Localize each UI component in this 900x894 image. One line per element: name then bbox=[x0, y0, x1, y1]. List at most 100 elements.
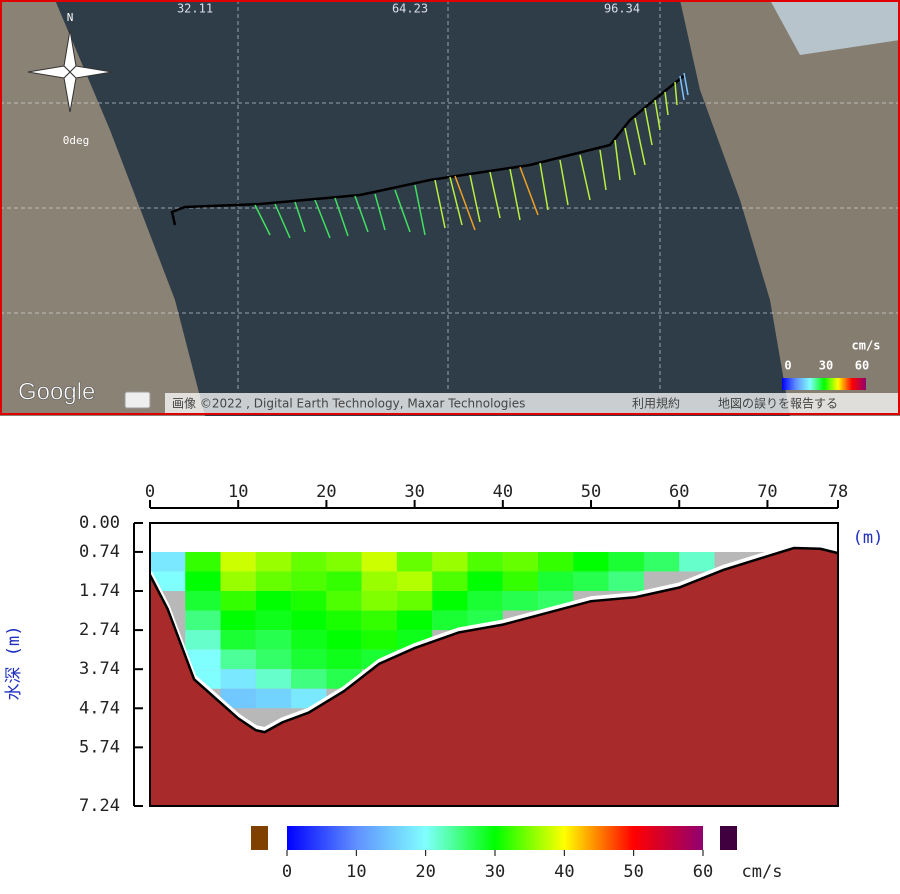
velocity-cell bbox=[291, 669, 327, 689]
x-tick-label: 60 bbox=[669, 482, 689, 502]
velocity-cell bbox=[185, 610, 221, 631]
colorbar-tick-label: 20 bbox=[415, 862, 435, 882]
x-tick-label: 50 bbox=[581, 482, 601, 502]
velocity-cell bbox=[326, 610, 362, 631]
colorbar-unit: cm/s bbox=[742, 862, 783, 882]
velocity-cell bbox=[396, 571, 433, 592]
velocity-cell bbox=[432, 591, 468, 611]
y-tick-label: 4.74 bbox=[79, 698, 120, 718]
velocity-vectors bbox=[254, 184, 426, 239]
velocity-cell bbox=[255, 551, 292, 572]
x-tick-label: 70 bbox=[757, 482, 777, 502]
velocity-cell bbox=[361, 610, 397, 631]
compass-heading: 0deg bbox=[63, 134, 90, 147]
velocity-cell bbox=[255, 630, 292, 650]
velocity-cell bbox=[220, 630, 256, 650]
map-border bbox=[0, 0, 900, 415]
plot-frame bbox=[149, 522, 839, 807]
velocity-cell bbox=[291, 551, 327, 572]
colorbar bbox=[287, 826, 703, 850]
velocity-cell bbox=[538, 551, 574, 572]
attribution: 画像 ©2022 , Digital Earth Technology, Max… bbox=[172, 397, 525, 411]
velocity-cell bbox=[220, 551, 256, 572]
velocity-cell bbox=[291, 610, 327, 631]
compass bbox=[27, 29, 113, 113]
legend-tick: 30 bbox=[819, 359, 833, 373]
velocity-cell bbox=[220, 688, 256, 709]
velocity-cell bbox=[326, 649, 362, 670]
transect bbox=[170, 74, 686, 226]
velocity-cell bbox=[220, 669, 256, 689]
velocity-cell bbox=[396, 551, 433, 572]
velocity-cell bbox=[361, 551, 397, 572]
bed-line bbox=[148, 546, 839, 734]
colorbar-tick-label: 10 bbox=[346, 862, 366, 882]
x-tick-label: 30 bbox=[404, 482, 424, 502]
x-axis-label: (m) bbox=[853, 528, 884, 548]
velocity-cell bbox=[220, 591, 256, 611]
velocity-cell bbox=[502, 571, 539, 592]
bed-highlight bbox=[148, 543, 839, 732]
y-tick-label: 0.00 bbox=[79, 513, 120, 533]
velocity-cell bbox=[150, 551, 186, 572]
x-tick-label: 40 bbox=[493, 482, 513, 502]
y-axis-label: 水深 (m) bbox=[4, 626, 24, 701]
velocity-cell bbox=[185, 649, 221, 670]
velocity-cell bbox=[361, 630, 397, 650]
grid-label: 64.23 bbox=[392, 2, 428, 16]
map-grid bbox=[0, 0, 900, 392]
velocity-cell bbox=[185, 571, 221, 592]
velocity-cell bbox=[679, 551, 715, 572]
terms-link[interactable]: 利用規約 bbox=[632, 396, 680, 411]
velocity-cell bbox=[502, 551, 539, 572]
velocity-cell bbox=[538, 571, 574, 592]
velocity-vectors bbox=[679, 72, 689, 101]
left-bank bbox=[0, 0, 205, 416]
velocity-cell bbox=[432, 610, 468, 631]
y-tick-label: 2.74 bbox=[79, 620, 120, 640]
attribution-bar bbox=[165, 393, 898, 413]
velocity-cell bbox=[396, 591, 433, 611]
velocity-cell bbox=[185, 591, 221, 611]
velocity-cell bbox=[396, 610, 433, 631]
google-logo: Google bbox=[18, 378, 95, 405]
y-tick-label: 7.24 bbox=[79, 796, 120, 816]
velocity-cell bbox=[326, 571, 362, 592]
velocity-cell bbox=[643, 551, 680, 572]
colorbar-tick-label: 50 bbox=[623, 862, 643, 882]
colorbar-tick-label: 0 bbox=[282, 862, 292, 882]
y-tick-label: 0.74 bbox=[79, 542, 120, 562]
velocity-cell bbox=[185, 551, 221, 572]
y-tick-label: 5.74 bbox=[79, 737, 120, 757]
velocity-cell bbox=[326, 591, 362, 611]
velocity-cell bbox=[255, 591, 292, 611]
velocity-cell bbox=[291, 591, 327, 611]
velocity-cell bbox=[255, 669, 292, 689]
cross-section-chart: (m) 水深 (m) 0 10 20 30 40 50 60 70 78 0.00 0.74 1.74… bbox=[4, 482, 884, 882]
velocity-vectors bbox=[434, 81, 678, 229]
right-bank bbox=[680, 0, 900, 416]
velocity-cell bbox=[608, 571, 644, 592]
colorbar-tick-label: 30 bbox=[485, 862, 505, 882]
overflow-swatch bbox=[720, 826, 737, 850]
velocity-cell bbox=[255, 610, 292, 631]
x-tick-label: 10 bbox=[228, 482, 248, 502]
x-tick-label: 78 bbox=[828, 482, 848, 502]
report-link[interactable]: 地図の誤りを報告する bbox=[718, 396, 838, 411]
velocity-cell bbox=[185, 630, 221, 650]
velocity-cell bbox=[502, 591, 539, 611]
velocity-cell bbox=[291, 571, 327, 592]
velocity-cell bbox=[467, 571, 503, 592]
legend-tick: 0 bbox=[784, 359, 791, 373]
riverbed bbox=[150, 548, 838, 806]
velocity-cell bbox=[326, 551, 362, 572]
y-tick-label: 1.74 bbox=[79, 581, 120, 601]
underflow-swatch bbox=[251, 826, 268, 850]
colorbar-tick-label: 60 bbox=[693, 862, 713, 882]
legend-unit: cm/s bbox=[852, 339, 881, 353]
x-tick-label: 20 bbox=[316, 482, 336, 502]
velocity-cell bbox=[608, 551, 644, 572]
velocity-cell bbox=[467, 591, 503, 611]
velocity-cell bbox=[326, 630, 362, 650]
velocity-cell bbox=[255, 649, 292, 670]
